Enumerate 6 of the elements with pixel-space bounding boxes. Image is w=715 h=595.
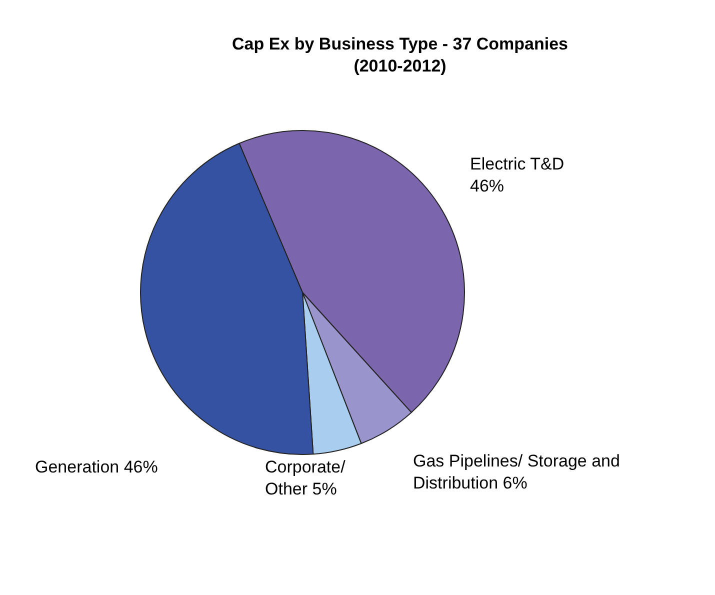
slice-label: Generation 46% [35,458,158,477]
slice-label: Electric T&D [470,154,564,174]
slice-label: Corporate/ Other 5% [265,458,346,499]
chart-title: Cap Ex by Business Type - 37 Companies (2010-2012) [232,34,568,76]
data-label: 46% [470,176,504,196]
slice-label: Gas Pipelines/ Storage and Distribution 6% [413,452,625,493]
